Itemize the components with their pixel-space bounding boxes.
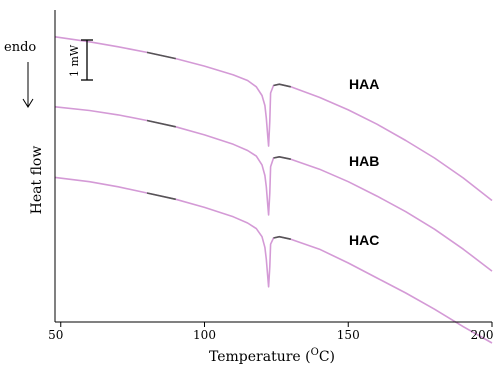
x-axis-label-main: Temperature ( [209, 349, 311, 365]
baseline-mark-hab-1 [146, 119, 176, 128]
x-axis-label: Temperature (OC) [209, 347, 335, 365]
series-label-hab: HAB [349, 153, 379, 169]
baseline-mark-hac-2 [273, 235, 291, 240]
scale-bar-label: 1 mW [68, 44, 81, 77]
series-label-hac: HAC [349, 232, 379, 248]
x-tick-label-200: 200 [471, 328, 494, 342]
y-axis-label: Heat flow [29, 146, 45, 215]
baseline-mark-haa-2 [273, 83, 291, 88]
series-line-hab [54, 106, 493, 272]
scale-bar [81, 39, 93, 81]
series-group [54, 36, 493, 344]
x-tick-label-150: 150 [337, 328, 360, 342]
baseline-mark-haa-1 [146, 51, 176, 60]
series-label-haa: HAA [349, 76, 379, 92]
x-tick-label-100: 100 [193, 328, 216, 342]
x-tick-label-50: 50 [48, 328, 63, 342]
baseline-mark-hab-2 [273, 155, 291, 160]
endo-label: endo [4, 40, 36, 55]
series-line-haa [54, 36, 493, 202]
endo-arrow-icon [22, 62, 34, 108]
x-axis-label-unit: C) [319, 349, 335, 365]
baseline-mark-hac-1 [146, 192, 176, 201]
x-ticks: 50 100 150 200 [48, 322, 493, 342]
x-axis-label-degree: O [311, 347, 319, 358]
series-line-hac [54, 176, 493, 344]
